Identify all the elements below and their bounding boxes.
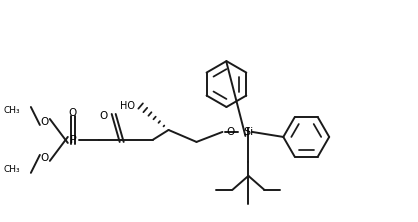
Text: P: P xyxy=(69,135,76,145)
Text: HO: HO xyxy=(120,101,135,111)
Text: O: O xyxy=(69,108,77,118)
Text: CH₃: CH₃ xyxy=(3,105,20,115)
Text: CH₃: CH₃ xyxy=(3,165,20,174)
Text: O: O xyxy=(226,127,234,137)
Text: Si: Si xyxy=(243,127,253,137)
Text: O: O xyxy=(41,153,49,163)
Text: O: O xyxy=(99,111,108,121)
Text: O: O xyxy=(41,117,49,127)
